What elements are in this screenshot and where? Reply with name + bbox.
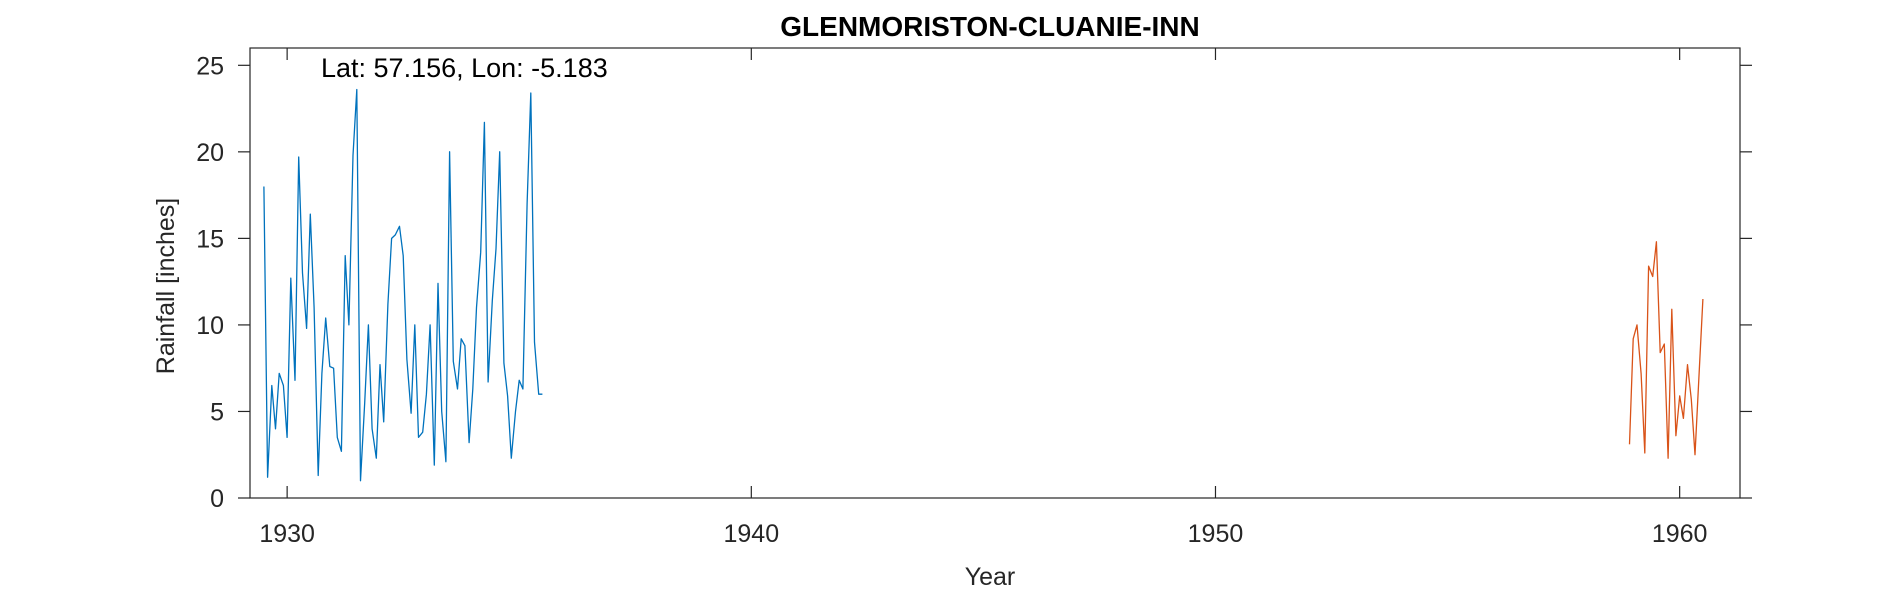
y-tick-label: 25 xyxy=(196,52,224,80)
y-tick-label: 0 xyxy=(210,485,224,513)
x-tick-label: 1940 xyxy=(723,520,779,548)
plot-frame xyxy=(249,47,1741,499)
series-line-1 xyxy=(263,88,543,482)
x-axis-label: Year xyxy=(965,563,1016,591)
x-tick-label: 1930 xyxy=(259,520,315,548)
chart-title: GLENMORISTON-CLUANIE-INN xyxy=(780,11,1199,42)
y-axis-label: Rainfall [inches] xyxy=(152,198,180,374)
plot-area: 1930 1940 1950 1960 0 5 10 15 20 25 xyxy=(196,47,1752,548)
y-tick-label: 15 xyxy=(196,225,224,253)
y-tick-label: 20 xyxy=(196,139,224,167)
x-tick-label: 1960 xyxy=(1652,520,1708,548)
y-tick-label: 5 xyxy=(210,398,224,426)
x-tick-label: 1950 xyxy=(1188,520,1244,548)
y-tick-label: 10 xyxy=(196,312,224,340)
station-coordinates-annotation: Lat: 57.156, Lon: -5.183 xyxy=(321,53,608,83)
series-line-2 xyxy=(1628,241,1704,459)
